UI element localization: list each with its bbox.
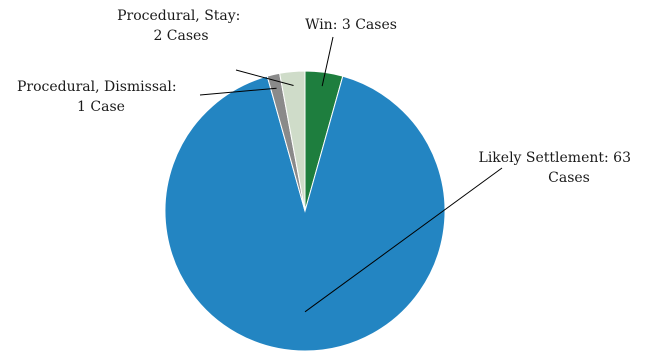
leader-line-procedural-stay [235,69,294,87]
pie-slices [164,70,446,352]
label-procedural-dismissal: Procedural, Dismissal: 1 Case [17,79,181,115]
data-labels: Win: 3 Cases Likely Settlement: 63 Cases… [17,8,636,186]
pie-slice-procedural-stay [279,70,306,212]
leader-lines [199,36,503,313]
leader-line-procedural-dismissal [199,87,277,96]
leader-line-likely-settlement [304,167,503,313]
label-procedural-stay: Procedural, Stay: 2 Cases [117,8,245,44]
leader-line-win [321,36,334,87]
label-likely-settlement: Likely Settlement: 63 Cases [479,150,636,186]
pie-slice-likely-settlement [164,75,446,352]
label-win: Win: 3 Cases [305,17,397,33]
